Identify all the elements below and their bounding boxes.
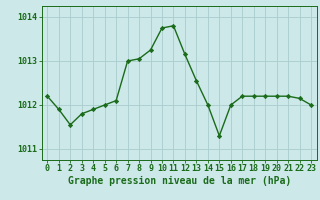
X-axis label: Graphe pression niveau de la mer (hPa): Graphe pression niveau de la mer (hPa) [68, 176, 291, 186]
